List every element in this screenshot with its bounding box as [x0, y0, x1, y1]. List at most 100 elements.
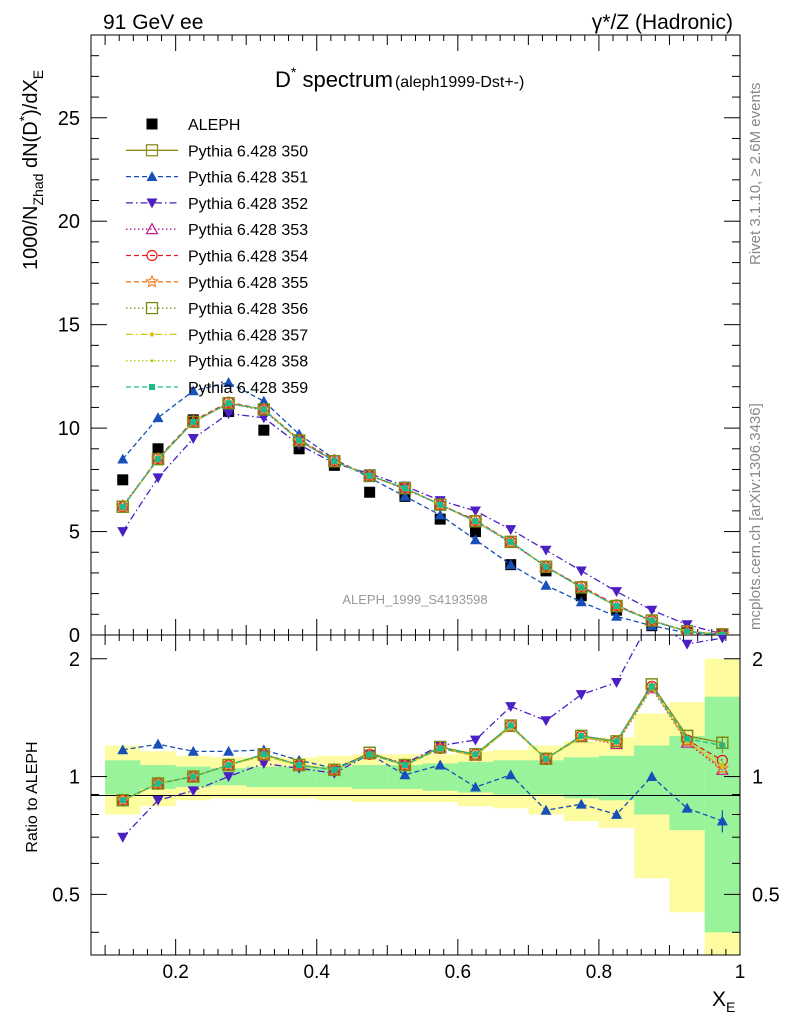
legend-label: Pythia 6.428 354 [188, 249, 308, 266]
data-point [613, 738, 620, 745]
plot-title-rest: spectrum [296, 67, 393, 92]
data-point [292, 434, 306, 447]
data-point [575, 581, 588, 594]
legend-label: Pythia 6.428 351 [188, 170, 308, 187]
analysis-watermark: ALEPH_1999_S4193598 [342, 592, 487, 607]
data-point [472, 518, 479, 525]
data-point [505, 559, 517, 570]
data-point [117, 744, 129, 755]
ylabel-part-1: 1000/N [20, 206, 42, 271]
data-point [223, 745, 235, 756]
legend-marker [146, 118, 158, 130]
y-tick-label-main: 25 [58, 108, 80, 130]
y-tick-label-main: 5 [69, 522, 80, 544]
data-point [505, 769, 517, 780]
stat-uncertainty-band [563, 757, 599, 799]
data-point [684, 735, 691, 742]
series-line [122, 635, 723, 838]
data-point [543, 563, 550, 570]
legend-item: Pythia 6.428 352 [126, 196, 308, 213]
legend-item: ALEPH [146, 117, 240, 134]
legend-label: Pythia 6.428 350 [188, 143, 308, 160]
legend-marker [146, 249, 158, 262]
data-point [610, 599, 623, 613]
data-point [187, 745, 199, 756]
plot-title-main: D [275, 67, 291, 92]
series-line [122, 686, 723, 801]
data-point [503, 719, 518, 733]
data-point [575, 590, 587, 602]
legend-label: Pythia 6.428 359 [188, 380, 308, 397]
legend-marker [146, 171, 158, 181]
data-point [366, 472, 373, 479]
stat-uncertainty-band [246, 766, 282, 788]
data-point [399, 490, 411, 501]
data-point [363, 746, 376, 759]
series-pythia-6-428-359 [119, 400, 726, 635]
data-point [469, 506, 481, 517]
data-point [257, 748, 270, 761]
series-line [122, 412, 723, 635]
ylabel-sub-zhad: Zhad [30, 174, 46, 206]
legend-item: Pythia 6.428 355 [126, 274, 308, 292]
legend-item: Pythia 6.428 351 [126, 170, 308, 187]
ylabel-part-3: )/dX [20, 79, 42, 116]
legend: ALEPH Pythia 6.428 350 Pythia 6.428 351 Pyt… [126, 117, 308, 397]
data-point [507, 538, 514, 545]
data-point [610, 735, 623, 748]
data-point [117, 453, 129, 464]
x-tick-label: 1 [735, 962, 746, 983]
data-point [539, 752, 553, 765]
data-point [469, 526, 481, 538]
stat-uncertainty-band [281, 766, 317, 788]
data-point [187, 385, 199, 396]
legend-marker [150, 359, 154, 363]
data-point [260, 406, 267, 413]
legend-marker [145, 144, 159, 157]
data-point [190, 418, 197, 425]
data-point [258, 424, 270, 436]
legend-label: Pythia 6.428 357 [188, 327, 308, 344]
series-pythia-6-428-351 [117, 377, 726, 635]
legend-item: Pythia 6.428 354 [126, 249, 308, 266]
y-tick-label-ratio: 0.5 [52, 884, 80, 906]
legend-item: Pythia 6.428 357 [126, 327, 308, 344]
data-point [260, 751, 267, 758]
legend-marker [145, 222, 159, 235]
data-point [434, 759, 446, 770]
data-point [116, 794, 129, 807]
data-point [152, 412, 164, 423]
data-point [401, 485, 408, 492]
y-tick-label-main: 15 [58, 315, 80, 337]
data-point [296, 437, 303, 444]
data-point [680, 625, 694, 635]
data-point [646, 771, 658, 781]
legend-item: Pythia 6.428 358 [126, 354, 308, 371]
data-point [539, 560, 553, 573]
series-line [122, 402, 723, 635]
data-point [187, 770, 200, 783]
data-point [119, 503, 126, 510]
data-point [117, 832, 129, 843]
plot-title-star: * [291, 64, 297, 80]
data-point [225, 400, 232, 407]
data-point [187, 415, 200, 429]
data-point [398, 481, 412, 495]
plot-title-sub: (aleph1999-Dst+-) [395, 74, 524, 91]
data-point [116, 500, 129, 513]
x-tick-label: 0.2 [162, 962, 188, 983]
data-point [646, 605, 658, 616]
legend-marker [146, 198, 158, 209]
data-point [366, 751, 373, 758]
data-point [574, 729, 589, 744]
data-point [505, 702, 517, 713]
plot-title: D* spectrum (aleph1999-Dst+-) [275, 64, 524, 92]
data-point [575, 729, 588, 743]
xlabel-x: X [712, 988, 726, 1011]
mcplots-label: mcplots.cern.ch [arXiv:1306.3436] [747, 403, 764, 630]
ylabel-part-2: dN(D [20, 121, 42, 173]
data-point [469, 515, 482, 528]
data-point [117, 474, 129, 486]
data-point [648, 683, 655, 690]
